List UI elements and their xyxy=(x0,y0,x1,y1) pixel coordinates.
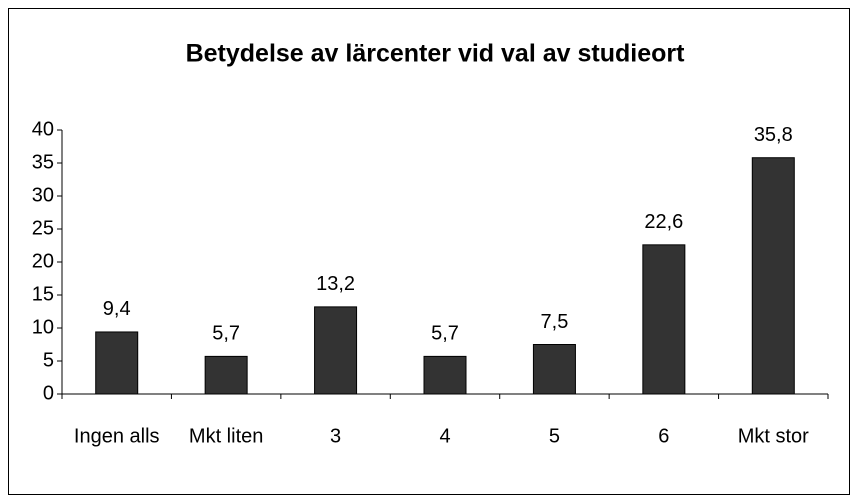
bar xyxy=(314,306,358,395)
value-label: 13,2 xyxy=(316,273,355,295)
x-tick-label: 4 xyxy=(439,425,450,447)
bar xyxy=(751,157,795,395)
bar xyxy=(423,355,467,395)
x-tick-label: 3 xyxy=(330,425,341,447)
y-tick-label: 25 xyxy=(32,217,54,239)
x-tick-label: Ingen alls xyxy=(74,425,160,447)
y-tick-label: 40 xyxy=(32,118,54,140)
y-tick-label: 30 xyxy=(32,184,54,206)
value-label: 35,8 xyxy=(754,124,793,146)
y-tick-label: 10 xyxy=(32,316,54,338)
value-label: 9,4 xyxy=(103,298,131,320)
y-tick-label: 20 xyxy=(32,250,54,272)
bar xyxy=(95,331,139,395)
y-tick-label: 35 xyxy=(32,151,54,173)
value-label: 5,7 xyxy=(212,323,240,345)
x-tick-label: 6 xyxy=(658,425,669,447)
chart-border xyxy=(8,8,850,495)
bar xyxy=(642,244,686,395)
bar xyxy=(532,344,576,395)
y-tick-label: 0 xyxy=(43,382,54,404)
bar xyxy=(204,355,248,395)
value-label: 5,7 xyxy=(431,323,459,345)
value-label: 7,5 xyxy=(541,311,569,333)
x-tick-label: Mkt stor xyxy=(738,425,809,447)
x-tick-label: 5 xyxy=(549,425,560,447)
y-tick-label: 15 xyxy=(32,283,54,305)
x-tick-label: Mkt liten xyxy=(189,425,263,447)
value-label: 22,6 xyxy=(644,211,683,233)
y-tick-label: 5 xyxy=(43,349,54,371)
chart-title: Betydelse av lärcenter vid val av studie… xyxy=(186,40,686,68)
